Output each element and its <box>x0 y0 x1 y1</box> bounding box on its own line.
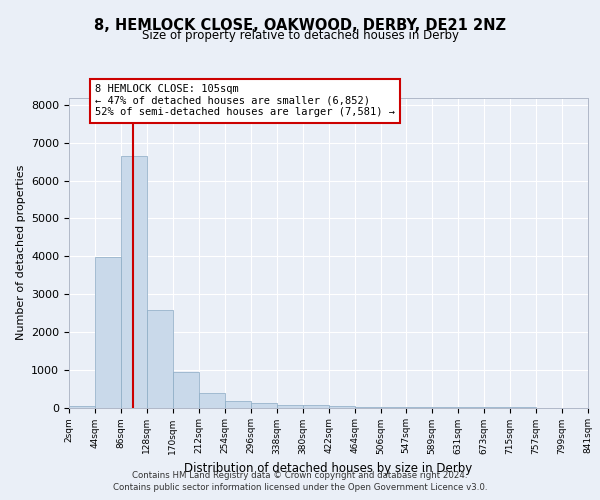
Text: Size of property relative to detached houses in Derby: Size of property relative to detached ho… <box>142 29 458 42</box>
Bar <box>303 406 329 407</box>
Bar <box>329 406 355 407</box>
Bar <box>121 156 147 407</box>
Bar <box>173 372 199 408</box>
Bar <box>277 405 303 407</box>
X-axis label: Distribution of detached houses by size in Derby: Distribution of detached houses by size … <box>184 462 473 475</box>
Bar <box>69 406 95 407</box>
Text: 8 HEMLOCK CLOSE: 105sqm
← 47% of detached houses are smaller (6,852)
52% of semi: 8 HEMLOCK CLOSE: 105sqm ← 47% of detache… <box>95 84 395 117</box>
Bar <box>95 258 121 408</box>
Y-axis label: Number of detached properties: Number of detached properties <box>16 165 26 340</box>
Text: 8, HEMLOCK CLOSE, OAKWOOD, DERBY, DE21 2NZ: 8, HEMLOCK CLOSE, OAKWOOD, DERBY, DE21 2… <box>94 18 506 32</box>
Bar <box>199 393 225 407</box>
Bar <box>355 407 381 408</box>
Bar <box>147 310 173 408</box>
Text: Contains HM Land Registry data © Crown copyright and database right 2024.: Contains HM Land Registry data © Crown c… <box>132 472 468 480</box>
Text: Contains public sector information licensed under the Open Government Licence v3: Contains public sector information licen… <box>113 482 487 492</box>
Bar <box>251 403 277 407</box>
Bar <box>225 401 251 407</box>
